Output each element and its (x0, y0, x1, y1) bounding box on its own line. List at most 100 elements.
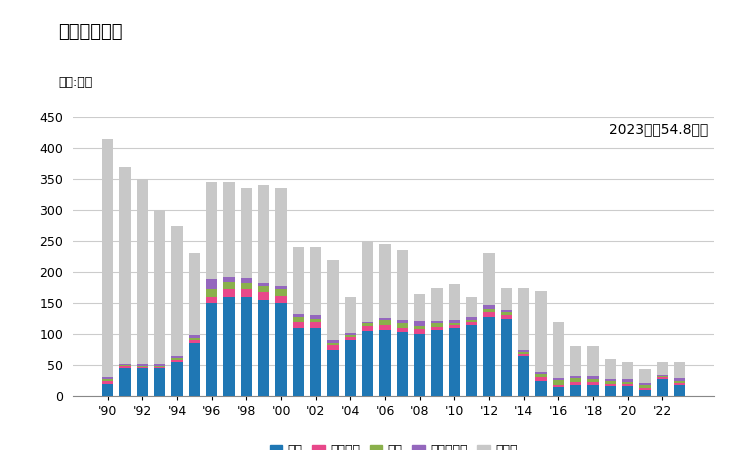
Bar (362, 323, 373, 326)
Bar (622, 382, 634, 384)
Bar (639, 390, 650, 396)
Bar (397, 332, 408, 396)
Bar (258, 300, 269, 396)
Bar (466, 317, 477, 320)
Bar (535, 372, 547, 374)
Bar (483, 309, 494, 312)
Bar (414, 294, 425, 321)
Bar (483, 312, 494, 317)
Bar (310, 319, 321, 322)
Bar (293, 322, 304, 328)
Bar (414, 329, 425, 334)
Bar (553, 378, 564, 380)
Bar (604, 378, 616, 381)
Bar (223, 277, 235, 282)
Bar (206, 303, 217, 396)
Bar (657, 375, 668, 376)
Bar (501, 319, 512, 396)
Bar (570, 382, 581, 385)
Bar (414, 334, 425, 396)
Bar (154, 365, 165, 367)
Bar (483, 253, 494, 306)
Bar (276, 188, 286, 286)
Bar (604, 386, 616, 396)
Text: 輸出量の推移: 輸出量の推移 (58, 22, 122, 40)
Bar (137, 365, 148, 367)
Bar (362, 241, 373, 322)
Bar (483, 317, 494, 396)
Bar (379, 318, 391, 320)
Bar (258, 185, 269, 283)
Bar (362, 326, 373, 331)
Bar (501, 312, 512, 315)
Bar (414, 326, 425, 329)
Bar (553, 387, 564, 396)
Bar (466, 320, 477, 322)
Bar (588, 385, 599, 396)
Bar (414, 321, 425, 326)
Bar (171, 225, 183, 356)
Bar (518, 354, 529, 356)
Bar (501, 315, 512, 319)
Bar (397, 323, 408, 328)
Bar (293, 317, 304, 322)
Bar (345, 297, 356, 333)
Bar (639, 383, 650, 386)
Bar (570, 346, 581, 376)
Bar (639, 386, 650, 388)
Bar (310, 247, 321, 315)
Bar (345, 335, 356, 337)
Bar (171, 358, 183, 360)
Bar (622, 384, 634, 386)
Bar (102, 378, 113, 381)
Bar (657, 376, 668, 378)
Bar (120, 366, 130, 368)
Bar (674, 378, 685, 381)
Bar (535, 378, 547, 381)
Bar (137, 367, 148, 368)
Bar (657, 362, 668, 375)
Bar (310, 322, 321, 328)
Bar (258, 283, 269, 286)
Bar (588, 346, 599, 376)
Bar (327, 345, 339, 350)
Text: 単位:トン: 単位:トン (58, 76, 93, 90)
Bar (345, 340, 356, 396)
Bar (448, 320, 460, 323)
Bar (553, 322, 564, 378)
Bar (535, 381, 547, 396)
Bar (518, 288, 529, 350)
Bar (553, 380, 564, 385)
Bar (674, 385, 685, 396)
Bar (570, 378, 581, 382)
Bar (379, 320, 391, 325)
Bar (206, 289, 217, 297)
Bar (501, 288, 512, 310)
Bar (570, 385, 581, 396)
Bar (604, 359, 616, 378)
Bar (379, 325, 391, 330)
Bar (120, 365, 130, 366)
Bar (223, 182, 235, 277)
Bar (293, 328, 304, 396)
Bar (102, 377, 113, 378)
Bar (120, 368, 130, 396)
Bar (448, 323, 460, 325)
Bar (206, 279, 217, 289)
Bar (189, 253, 200, 335)
Bar (258, 292, 269, 300)
Bar (189, 340, 200, 343)
Bar (639, 388, 650, 390)
Bar (657, 378, 668, 396)
Bar (293, 247, 304, 314)
Bar (223, 282, 235, 289)
Bar (327, 260, 339, 340)
Bar (154, 367, 165, 368)
Bar (448, 325, 460, 328)
Bar (674, 362, 685, 378)
Bar (535, 291, 547, 372)
Bar (604, 384, 616, 386)
Bar (448, 284, 460, 320)
Bar (171, 362, 183, 396)
Bar (102, 139, 113, 377)
